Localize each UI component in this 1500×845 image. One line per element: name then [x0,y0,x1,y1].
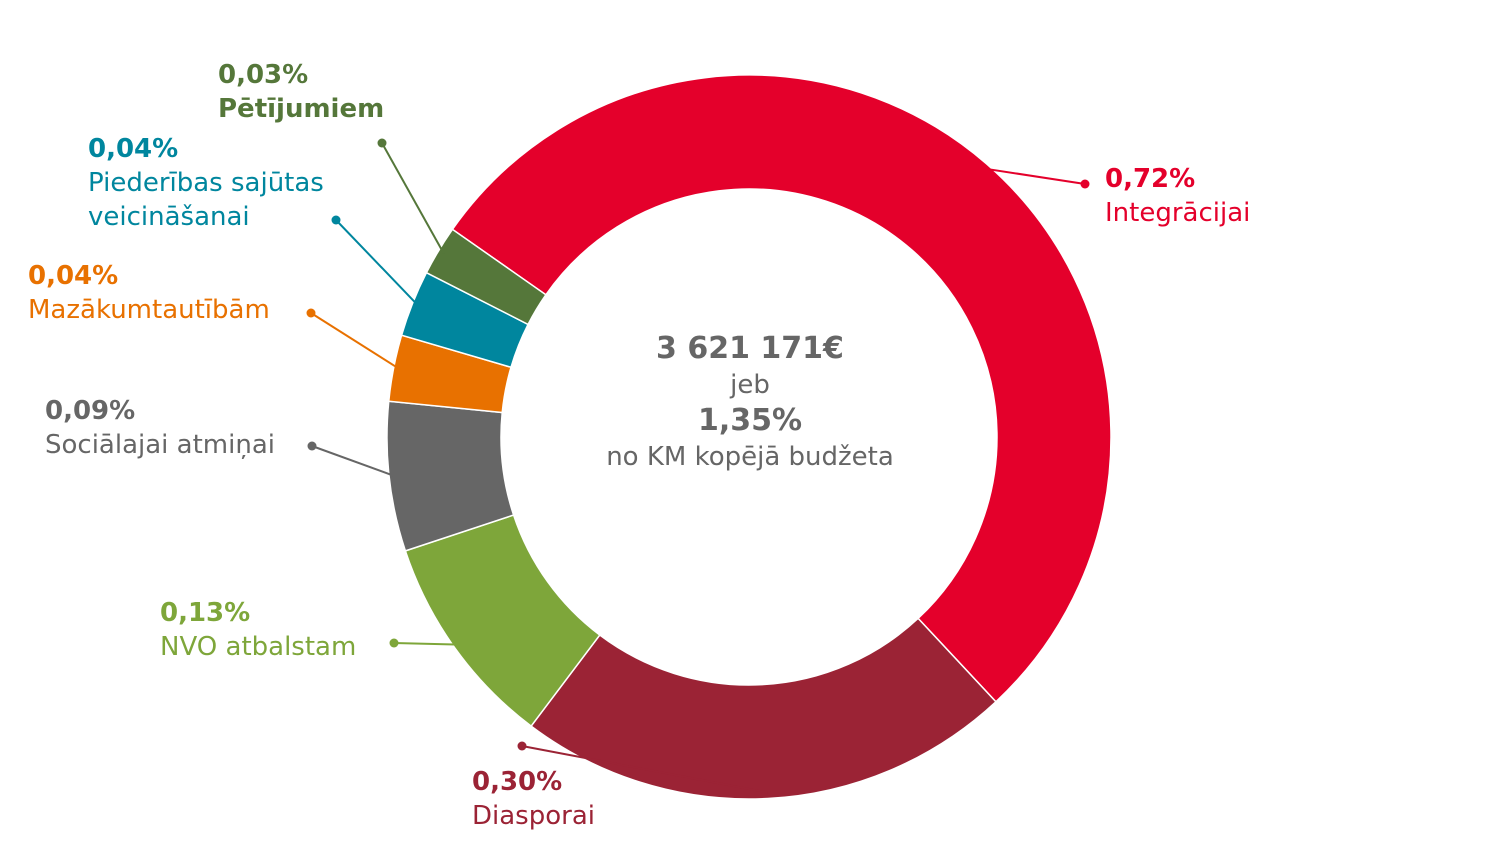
donut-center-text: 3 621 171€ jeb 1,35% no KM kopējā budžet… [600,330,900,474]
leader-dot-1 [517,741,527,751]
slice-name: Pētījumiem [218,94,385,124]
slice-name: Piederības sajūtas veicināšanai [88,168,324,232]
slice-label-mazakumtautibam: 0,04% Mazākumtautībām [28,259,270,327]
slice-label-diasporai: 0,30% Diasporai [472,765,595,833]
slice-name: Diasporai [472,801,595,831]
slice-value: 0,30% [472,767,563,797]
slice-name: Mazākumtautībām [28,295,270,325]
leader-dot-3 [307,441,317,451]
center-description: no KM kopējā budžeta [606,442,894,472]
donut-slice-0 [451,74,1112,703]
leader-line-6 [381,142,445,255]
slice-label-socialajai-atminai: 0,09% Sociālajai atmiņai [45,394,275,462]
slice-label-integracijai: 0,72% Integrācijai [1105,162,1250,230]
slice-label-nvo: 0,13% NVO atbalstam [160,596,356,664]
slice-value: 0,03% [218,60,309,90]
leader-lines [306,138,1090,794]
slice-name: NVO atbalstam [160,632,357,662]
slice-label-petijumiem: 0,03% Pētījumiem [218,58,384,126]
leader-dot-0 [1080,179,1090,189]
donut-slices [386,74,1112,800]
leader-line-0 [982,167,1086,185]
slice-name: Integrācijai [1105,198,1251,228]
slice-value: 0,04% [88,134,179,164]
slice-label-piederibas: 0,04% Piederības sajūtas veicināšanai [88,132,378,234]
slice-value: 0,13% [160,598,251,628]
leader-dot-6 [377,138,387,148]
slice-name: Sociālajai atmiņai [45,430,275,460]
leader-line-4 [310,312,401,370]
donut-slice-1 [530,617,997,800]
slice-value: 0,04% [28,261,119,291]
budget-share: 1,35% [697,403,803,438]
leader-line-1 [521,745,768,794]
leader-dot-2 [389,638,399,648]
slice-value: 0,09% [45,396,136,426]
center-connector: jeb [730,370,770,400]
donut-slice-6 [425,228,547,326]
leader-dot-4 [306,308,316,318]
total-amount: 3 621 171€ [656,331,844,366]
leader-line-5 [335,219,419,307]
leader-line-2 [393,642,460,646]
leader-line-3 [311,445,396,478]
slice-value: 0,72% [1105,164,1196,194]
leader-dot-5 [331,215,341,225]
